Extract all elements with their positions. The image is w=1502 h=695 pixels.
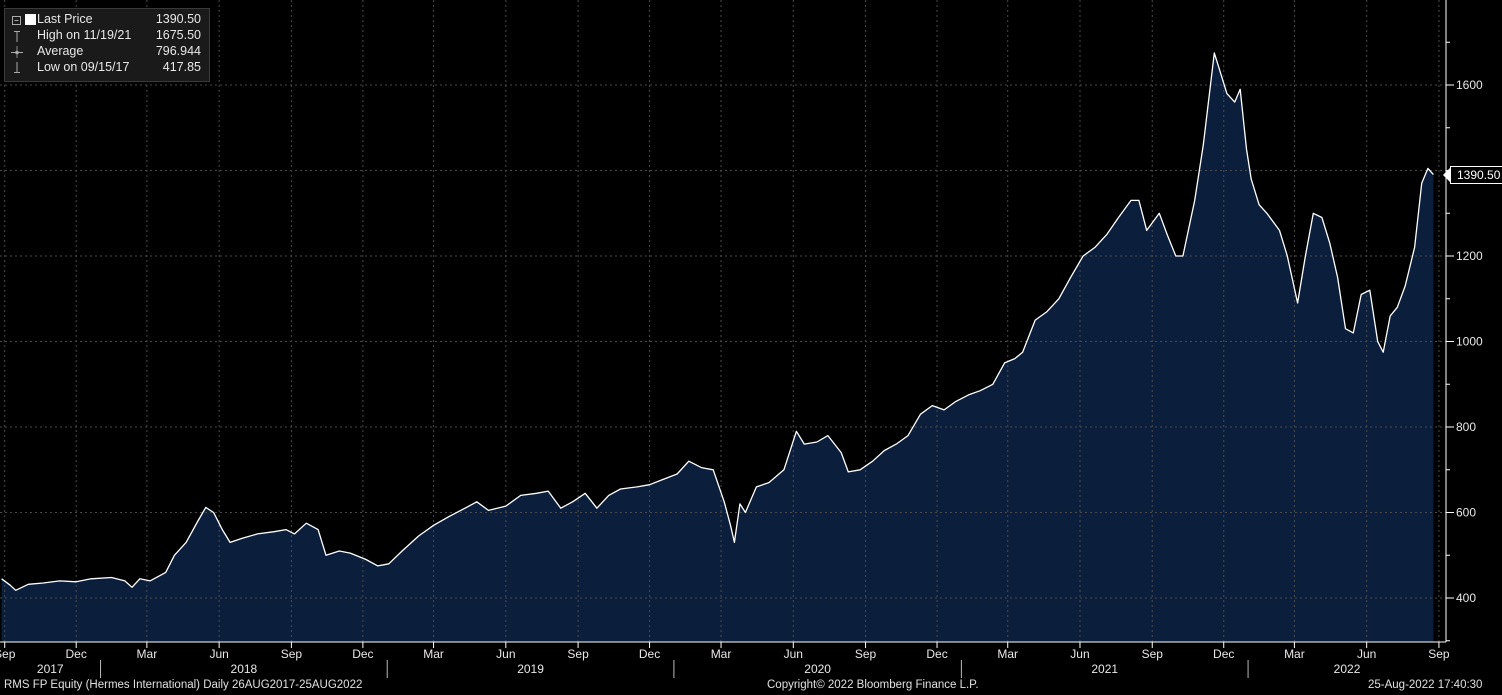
legend-value: 1390.50 (155, 12, 201, 26)
x-tick-label: Mar (1284, 647, 1305, 661)
high-marker-icon (14, 31, 20, 42)
legend-value: 796.944 (155, 44, 201, 58)
x-tick-label: Jun (209, 647, 228, 661)
low-marker-icon (14, 62, 20, 73)
x-year-label: 2022 (1334, 662, 1361, 676)
x-tick-label: Mar (711, 647, 732, 661)
footer-timestamp: 25-Aug-2022 17:40:30 (1368, 679, 1483, 691)
series-line-last-price (1, 52, 1434, 591)
x-tick-label: Sep (1142, 647, 1164, 661)
legend-row-last-price: Last Price 1390.50 (5, 12, 209, 28)
y-tick-label: 800 (1456, 420, 1476, 434)
collapse-icon[interactable] (11, 13, 23, 27)
x-tick-label: Jun (1357, 647, 1376, 661)
x-tick-label: Sep (567, 647, 589, 661)
x-tick-label: Sep (855, 647, 877, 661)
chart-legend: Last Price 1390.50 High on 11/19/21 1675… (4, 8, 210, 82)
series-area-fill (1, 52, 1434, 642)
legend-value: 1675.50 (155, 28, 201, 42)
x-tick-label: Sep (0, 647, 16, 661)
y-tick-label: 1200 (1456, 249, 1483, 263)
x-tick-label: Mar (423, 647, 444, 661)
x-year-label: 2019 (517, 662, 544, 676)
legend-label: Average (37, 44, 84, 58)
x-tick-label: Jun (496, 647, 515, 661)
x-tick-label: Dec (639, 647, 660, 661)
y-tick-label: 1600 (1456, 78, 1483, 92)
x-year-label: 2018 (231, 662, 258, 676)
x-tick-label: Sep (1428, 647, 1450, 661)
last-price-tag: 1390.50 (1442, 165, 1502, 184)
footer-copyright: Copyright© 2022 Bloomberg Finance L.P. (767, 679, 979, 691)
y-tick-label: 400 (1456, 591, 1476, 605)
series-swatch-icon (25, 14, 36, 25)
y-tick-label: 1000 (1456, 335, 1483, 349)
y-tick-label: 600 (1456, 506, 1476, 520)
x-tick-label: Dec (926, 647, 947, 661)
x-tick-label: Sep (281, 647, 303, 661)
x-year-label: 2017 (37, 662, 64, 676)
average-marker-icon (11, 46, 23, 58)
x-year-label: 2021 (1091, 662, 1118, 676)
legend-value: 417.85 (162, 60, 201, 74)
x-year-label: 2020 (804, 662, 831, 676)
legend-row-high: High on 11/19/21 1675.50 (5, 28, 209, 44)
x-tick-label: Mar (137, 647, 158, 661)
x-tick-label: Dec (352, 647, 373, 661)
legend-label: High on 11/19/21 (37, 28, 132, 42)
legend-label: Low on 09/15/17 (37, 60, 130, 74)
footer-security: RMS FP Equity (Hermes International) Dai… (4, 679, 363, 691)
x-tick-label: Jun (1070, 647, 1089, 661)
x-tick-label: Dec (66, 647, 87, 661)
legend-label: Last Price (37, 12, 93, 26)
x-tick-label: Jun (784, 647, 803, 661)
x-tick-label: Dec (1213, 647, 1234, 661)
x-tick-label: Mar (997, 647, 1018, 661)
legend-row-low: Low on 09/15/17 417.85 (5, 60, 209, 76)
legend-row-average: Average 796.944 (5, 44, 209, 60)
